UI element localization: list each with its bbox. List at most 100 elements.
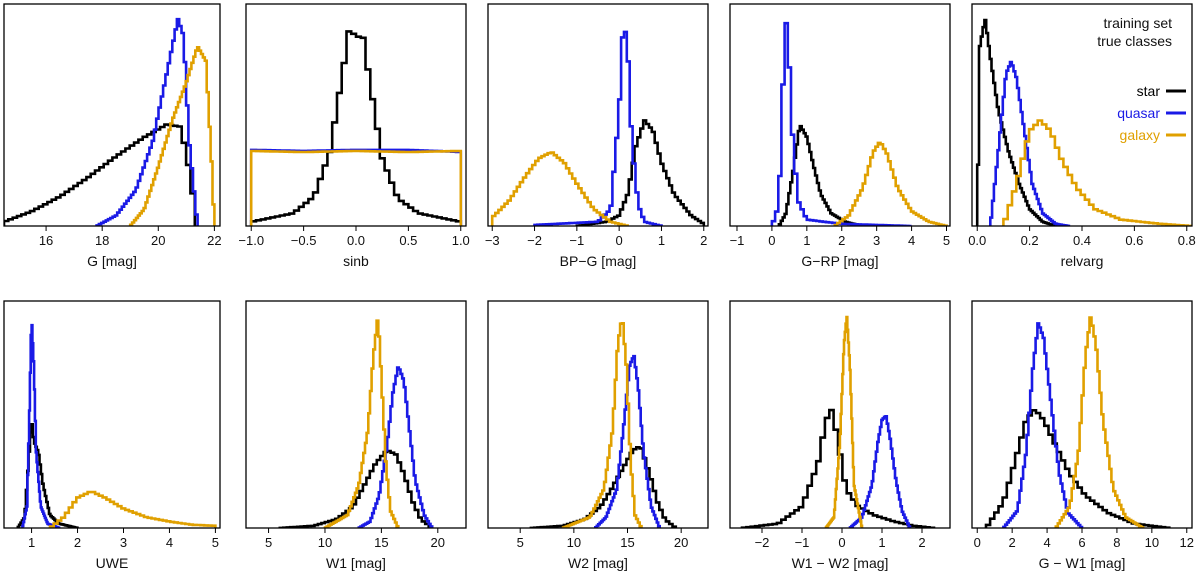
x-tick-label: 5 bbox=[265, 535, 272, 550]
x-tick-label: 1 bbox=[878, 535, 885, 550]
x-axis-label: W1 − W2 [mag] bbox=[792, 555, 889, 571]
series-group bbox=[490, 30, 706, 226]
series-line-galaxy bbox=[48, 490, 217, 528]
series-line-galaxy bbox=[490, 151, 629, 226]
x-tick-label: 4 bbox=[166, 535, 173, 550]
series-line-galaxy bbox=[1002, 119, 1192, 226]
series-group bbox=[278, 319, 434, 528]
x-tick-label: 0.0 bbox=[968, 233, 986, 248]
series-line-quasar bbox=[95, 17, 199, 226]
x-tick-label: −1 bbox=[569, 233, 584, 248]
x-tick-label: 8 bbox=[1113, 535, 1120, 550]
histogram-panel-8: 5 10 15 20 W2 [mag] bbox=[487, 300, 709, 571]
series-line-quasar bbox=[357, 366, 434, 528]
series-line-galaxy bbox=[249, 149, 463, 226]
x-tick-label: 15 bbox=[374, 535, 388, 550]
series-line-quasar bbox=[533, 30, 663, 226]
panel-frame bbox=[487, 300, 709, 529]
x-tick-label: 0.2 bbox=[1021, 233, 1039, 248]
x-axis-label: BP−G [mag] bbox=[560, 253, 637, 269]
x-tick-label: 10 bbox=[1145, 535, 1159, 550]
x-tick-label: 3 bbox=[120, 535, 127, 550]
x-tick-label: −1 bbox=[730, 233, 745, 248]
x-tick-label: 0.5 bbox=[399, 233, 417, 248]
series-line-galaxy bbox=[128, 46, 216, 226]
series-line-galaxy bbox=[824, 315, 864, 528]
panel-frame bbox=[729, 3, 951, 227]
x-tick-label: 2 bbox=[700, 233, 707, 248]
histogram-panel-10: 0 2 4 6 8 10 12 G − W1 [mag] bbox=[971, 300, 1194, 571]
legend: training set true classes star quasar galaxy bbox=[1097, 15, 1186, 143]
histogram-panel-7: 5 10 15 20 W1 [mag] bbox=[245, 300, 467, 571]
x-tick-label: 1 bbox=[803, 233, 810, 248]
x-tick-label: 1 bbox=[658, 233, 665, 248]
x-tick-label: 0.0 bbox=[347, 233, 365, 248]
x-tick-label: −3 bbox=[485, 233, 500, 248]
x-axis-label: G − W1 [mag] bbox=[1039, 555, 1126, 571]
x-tick-label: 4 bbox=[908, 233, 915, 248]
x-tick-label: −2 bbox=[527, 233, 542, 248]
x-tick-label: 0.8 bbox=[1178, 233, 1196, 248]
histogram-panel-1: 16 18 20 22 G [mag] bbox=[3, 3, 222, 269]
x-tick-label: 3 bbox=[873, 233, 880, 248]
x-tick-label: 5 bbox=[943, 233, 950, 248]
series-line-star bbox=[975, 18, 1058, 226]
x-tick-label: 2 bbox=[918, 535, 925, 550]
histogram-panel-9: −2 −1 0 1 2 W1 − W2 [mag] bbox=[729, 300, 951, 571]
x-tick-label: 6 bbox=[1078, 535, 1085, 550]
histogram-panel-2: −1.0 −0.5 0.0 0.5 1.0 sinb bbox=[238, 3, 470, 269]
panel-frame bbox=[245, 300, 467, 529]
series-group bbox=[770, 21, 948, 226]
series-group bbox=[984, 316, 1171, 528]
series-line-quasar bbox=[1002, 322, 1084, 528]
x-tick-label: 20 bbox=[674, 535, 688, 550]
series-line-galaxy bbox=[323, 319, 400, 528]
x-tick-label: 20 bbox=[151, 233, 165, 248]
x-axis-label: UWE bbox=[96, 555, 129, 571]
x-tick-label: 0.4 bbox=[1073, 233, 1091, 248]
x-tick-label: 0 bbox=[838, 535, 845, 550]
histogram-panel-4: −1 0 1 2 3 4 5 G−RP [mag] bbox=[729, 3, 951, 269]
series-line-quasar bbox=[989, 60, 1071, 226]
histogram-panel-3: −3 −2 −1 0 1 2 BP−G [mag] bbox=[485, 3, 709, 269]
series-group bbox=[4, 17, 216, 226]
legend-label-quasar: quasar bbox=[1117, 105, 1160, 121]
x-tick-label: −2 bbox=[755, 535, 770, 550]
panel-frame bbox=[729, 300, 951, 529]
x-tick-label: 15 bbox=[620, 535, 634, 550]
series-line-star bbox=[529, 446, 678, 528]
x-axis-label: G−RP [mag] bbox=[801, 253, 878, 269]
x-tick-label: 2 bbox=[1009, 535, 1016, 550]
x-tick-label: 4 bbox=[1043, 535, 1050, 550]
x-tick-label: 10 bbox=[567, 535, 581, 550]
x-tick-label: 16 bbox=[39, 233, 53, 248]
x-tick-label: 1 bbox=[28, 535, 35, 550]
x-axis-label: G [mag] bbox=[87, 253, 137, 269]
series-line-star bbox=[4, 123, 197, 226]
series-line-quasar bbox=[770, 21, 912, 226]
x-tick-label: −1.0 bbox=[238, 233, 264, 248]
panel-frame bbox=[3, 3, 221, 227]
x-tick-label: 0 bbox=[616, 233, 623, 248]
x-axis-label: relvarg bbox=[1061, 253, 1104, 269]
panel-frame bbox=[487, 3, 709, 227]
x-tick-label: −0.5 bbox=[291, 233, 317, 248]
series-line-star bbox=[740, 408, 936, 528]
x-tick-label: −1 bbox=[795, 535, 810, 550]
x-tick-label: 2 bbox=[838, 233, 845, 248]
x-axis-label: sinb bbox=[343, 253, 369, 269]
legend-title: training set bbox=[1104, 15, 1173, 31]
x-tick-label: 5 bbox=[212, 535, 219, 550]
series-line-quasar bbox=[21, 323, 61, 528]
histogram-panel-5: 0.0 0.2 0.4 0.6 0.8 relvarg bbox=[968, 3, 1196, 269]
x-tick-label: 10 bbox=[318, 535, 332, 550]
x-tick-label: 20 bbox=[431, 535, 445, 550]
x-tick-label: 2 bbox=[74, 535, 81, 550]
series-line-galaxy bbox=[1054, 316, 1145, 528]
series-group bbox=[16, 323, 217, 528]
series-group bbox=[529, 322, 678, 528]
x-tick-label: 1.0 bbox=[452, 233, 470, 248]
legend-label-galaxy: galaxy bbox=[1120, 127, 1160, 143]
series-line-galaxy bbox=[833, 141, 948, 226]
